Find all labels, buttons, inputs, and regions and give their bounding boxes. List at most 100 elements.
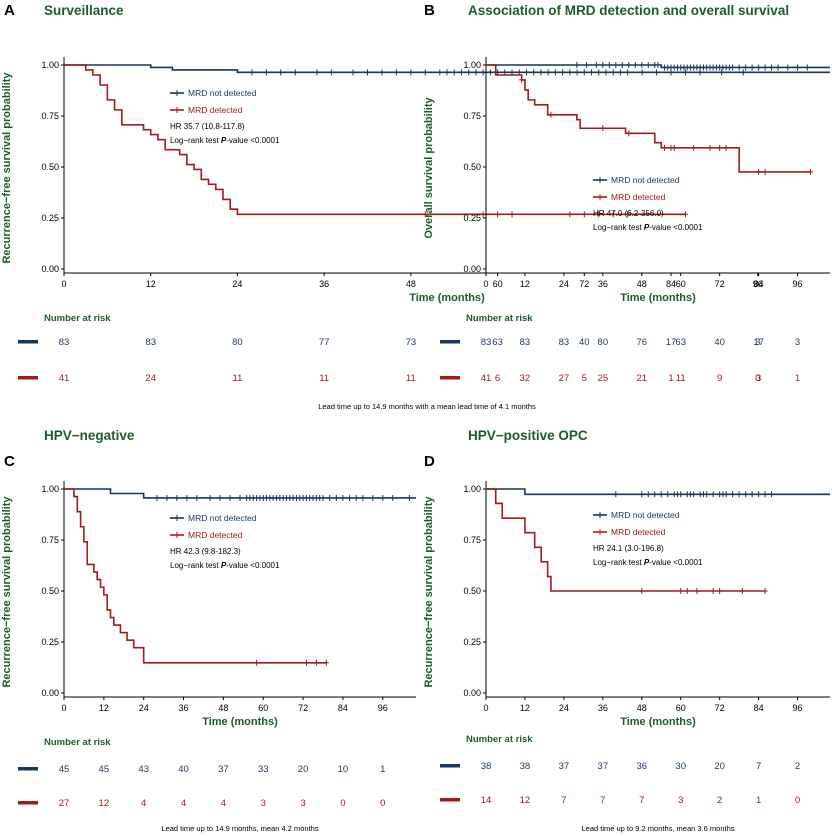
- censor-mark: [626, 62, 632, 68]
- censor-mark: [596, 211, 602, 218]
- risk-count: 83: [59, 337, 70, 348]
- risk-count: 11: [676, 373, 686, 384]
- censor-mark: [473, 69, 479, 76]
- risk-count: 10: [338, 764, 349, 775]
- censor-mark: [314, 69, 320, 76]
- risk-count: 45: [59, 764, 70, 775]
- risk-count: 1: [795, 373, 800, 384]
- censor-mark: [509, 211, 515, 218]
- risk-count: 11: [319, 373, 329, 384]
- censor-mark: [531, 69, 537, 76]
- y-tick-label: 0.25: [41, 637, 59, 647]
- y-tick-label: 0.25: [463, 213, 481, 223]
- risk-count: 20: [714, 761, 725, 772]
- km-curve-detected: [64, 488, 327, 664]
- censor-mark: [495, 211, 501, 218]
- censor-mark: [365, 69, 371, 76]
- footnote: Lead time up to 9.2 months, mean 3.6 mon…: [581, 824, 734, 833]
- y-tick-label: 0.00: [41, 688, 59, 698]
- censor-mark: [227, 494, 233, 501]
- censor-mark: [606, 62, 612, 68]
- x-axis-title: Time (months): [409, 292, 485, 304]
- censor-mark: [775, 64, 781, 71]
- risk-count: 7: [756, 761, 761, 772]
- censor-mark: [567, 211, 573, 218]
- risk-row-swatch-not-detected: [440, 764, 460, 768]
- x-tick-label: 96: [793, 703, 803, 713]
- legend-label-not-detected: MRD not detected: [188, 513, 257, 523]
- risk-count: 83: [481, 337, 492, 348]
- y-tick-label: 1.00: [463, 484, 481, 494]
- censor-mark: [639, 588, 645, 594]
- censor-mark: [739, 588, 745, 594]
- censor-mark: [487, 69, 493, 76]
- censor-mark: [370, 494, 376, 501]
- x-axis-title: Time (months): [202, 716, 278, 728]
- x-tick-label: 0: [483, 703, 488, 713]
- censor-mark: [717, 588, 723, 594]
- risk-row-swatch-not-detected: [440, 340, 460, 344]
- risk-count: 24: [145, 373, 156, 384]
- x-tick-label: 24: [559, 279, 569, 289]
- x-tick-label: 0: [483, 279, 488, 289]
- censor-mark: [795, 64, 801, 71]
- censor-mark: [652, 491, 658, 498]
- km-curve-detected: [486, 488, 766, 592]
- x-tick-label: 60: [493, 279, 503, 289]
- x-tick-label: 36: [319, 279, 329, 289]
- censor-mark: [719, 69, 725, 76]
- censor-mark: [360, 494, 366, 501]
- x-tick-label: 60: [676, 279, 686, 289]
- risk-table-title: Number at risk: [466, 313, 533, 324]
- x-tick-label: 84: [754, 279, 764, 289]
- km-curve-not-detected: [64, 64, 830, 74]
- censor-mark: [323, 659, 329, 666]
- y-tick-label: 0.00: [463, 688, 481, 698]
- censor-mark: [639, 491, 645, 498]
- x-tick-label: 48: [637, 703, 647, 713]
- censor-mark: [422, 211, 428, 218]
- censor-mark: [184, 494, 190, 501]
- logrank-p: P: [221, 136, 227, 145]
- censor-mark: [581, 211, 587, 218]
- legend-label-not-detected: MRD not detected: [611, 510, 680, 520]
- censor-mark: [545, 69, 551, 76]
- risk-count: 30: [675, 761, 686, 772]
- y-tick-label: 0.50: [463, 162, 481, 172]
- risk-count: 36: [636, 761, 647, 772]
- y-tick-label: 1.00: [41, 484, 59, 494]
- x-tick-label: 72: [715, 703, 725, 713]
- risk-count: 40: [714, 337, 725, 348]
- panel-title: HPV−positive OPC: [468, 428, 588, 443]
- censor-mark: [661, 144, 667, 151]
- risk-count: 43: [138, 764, 149, 775]
- censor-mark: [560, 69, 566, 76]
- x-tick-label: 0: [61, 279, 66, 289]
- risk-count: 83: [145, 337, 156, 348]
- risk-count: 80: [598, 337, 609, 348]
- risk-row-swatch-detected: [18, 376, 38, 380]
- risk-table-title: Number at risk: [44, 737, 111, 748]
- risk-count: 9: [717, 373, 722, 384]
- censor-mark: [480, 211, 486, 218]
- y-tick-label: 1.00: [463, 60, 481, 70]
- x-axis-title: Time (months): [620, 292, 696, 304]
- x-tick-label: 72: [715, 279, 725, 289]
- x-tick-label: 48: [406, 279, 416, 289]
- censor-mark: [408, 69, 414, 76]
- risk-count: 3: [755, 337, 760, 348]
- censor-mark: [327, 494, 333, 501]
- risk-count: 0: [340, 798, 345, 809]
- censor-mark: [610, 69, 616, 76]
- risk-count: 17: [753, 337, 764, 348]
- footnote: Lead time up to 14.9 months, mean 4.2 mo…: [161, 824, 318, 833]
- risk-count: 27: [559, 373, 570, 384]
- x-tick-label: 0: [61, 703, 66, 713]
- censor-mark: [584, 62, 590, 68]
- hazard-ratio-text: HR 35.7 (10.8-117.8): [170, 122, 245, 131]
- censor-mark: [313, 659, 319, 666]
- risk-count: 38: [481, 761, 492, 772]
- censor-mark: [523, 69, 529, 76]
- logrank-text: Log−rank test P-value <0.0001: [170, 136, 280, 145]
- risk-count: 1: [756, 795, 761, 806]
